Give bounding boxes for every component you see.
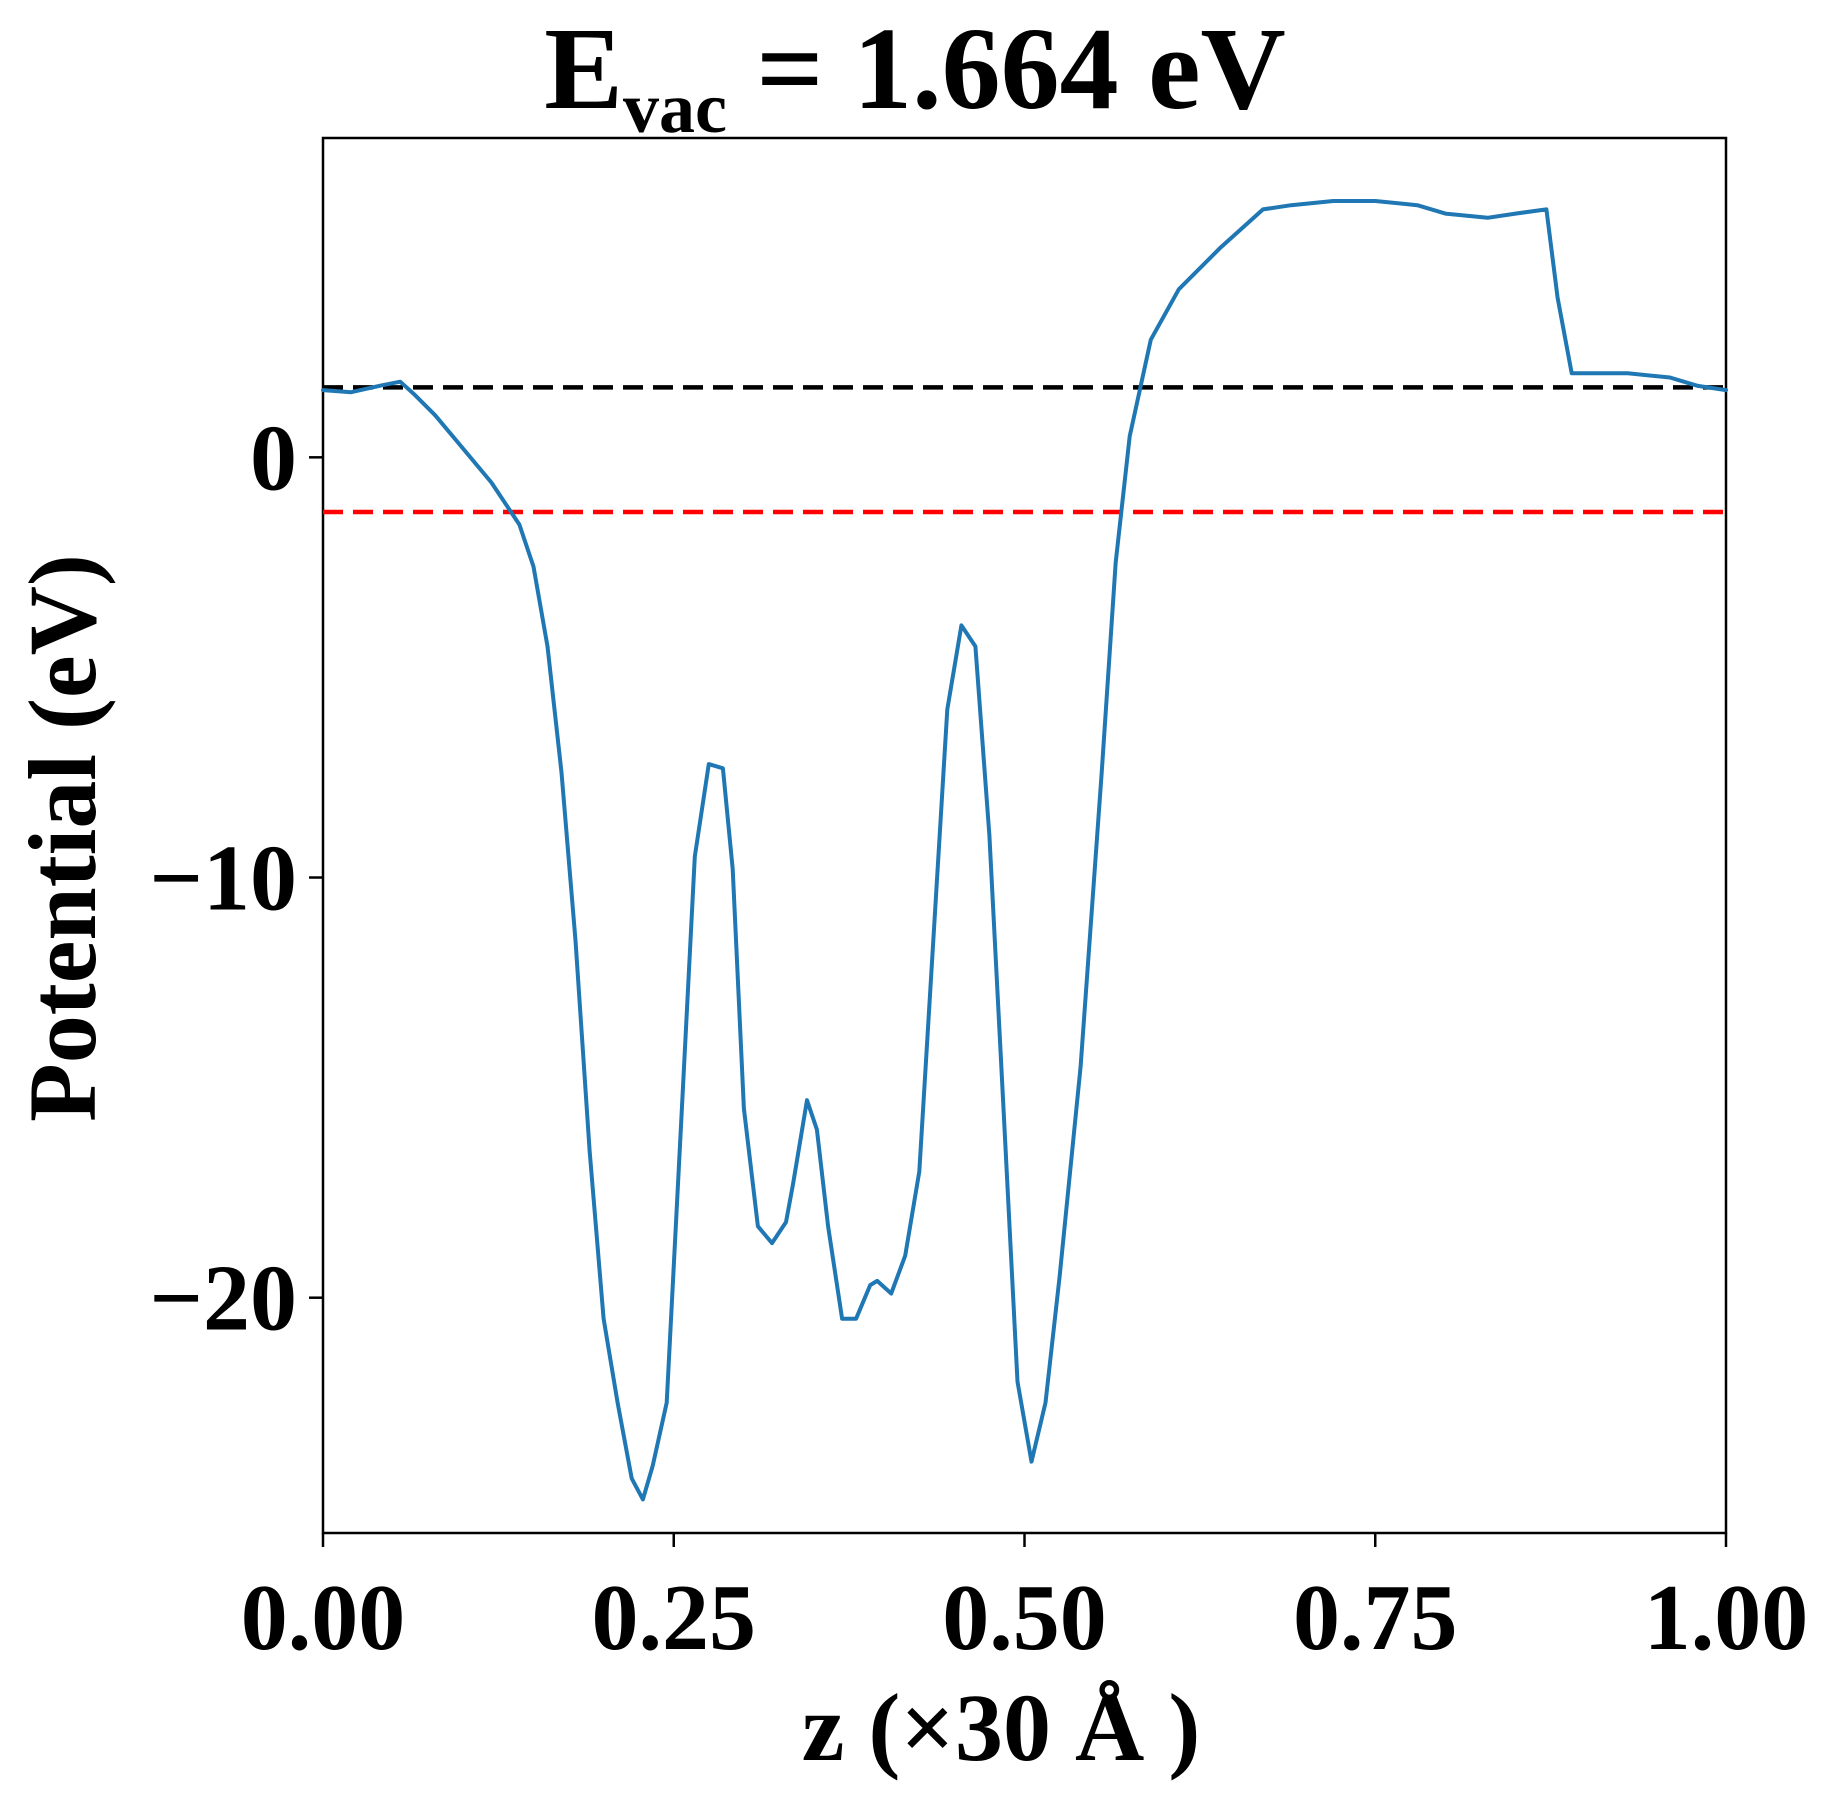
title-rest: = 1.664 eV [727,3,1286,134]
title-main: E [544,3,623,134]
x-tick-label: 0.50 [942,1566,1107,1670]
y-axis-label: Potential (eV) [9,554,116,1122]
y-tick-label: 0 [250,406,297,510]
chart-title: Evac = 1.664 eV [544,3,1286,148]
x-axis-ticks: 0.00 0.25 0.50 0.75 1.00 [241,1533,1809,1670]
x-tick-label: 0.00 [241,1566,406,1670]
plot-area [321,136,1728,1535]
y-axis-ticks: 0 −10 −20 [149,406,323,1351]
y-tick-label: −20 [149,1247,297,1351]
title-subscript: vac [623,68,727,148]
plot-background [323,138,1726,1533]
x-tick-label: 0.25 [592,1566,757,1670]
series-line-0 [321,199,1728,1502]
x-tick-label: 0.75 [1293,1566,1458,1670]
x-axis-label: z (×30 Å ) [802,1674,1201,1781]
reference-lines [323,385,1726,515]
chart-title-text: Evac = 1.664 eV [544,3,1286,148]
x-tick-label: 1.00 [1644,1566,1809,1670]
y-tick-label: −10 [149,827,297,931]
series-lines [321,199,1728,1502]
